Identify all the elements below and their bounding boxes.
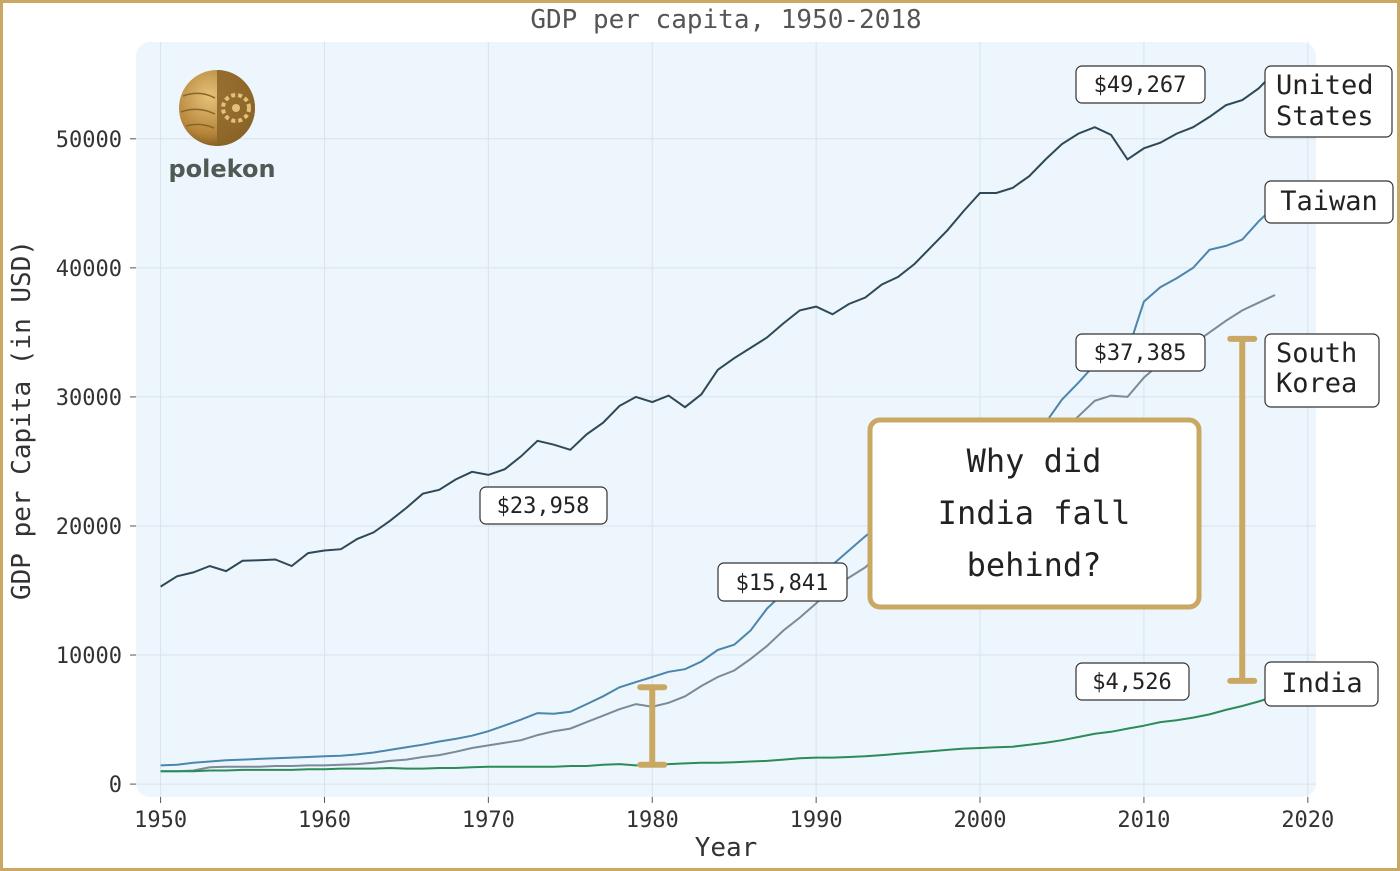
y-tick-label: 50000 xyxy=(56,128,122,153)
x-tick-label: 1950 xyxy=(134,808,187,833)
axes: 1950 1960 1970 1980 1990 2000 2010 2020 0 10000 20… xyxy=(56,128,1335,833)
x-tick-label: 2010 xyxy=(1117,808,1170,833)
series-label-line-1: United xyxy=(1276,70,1374,101)
value-label-text: $4,526 xyxy=(1092,670,1171,695)
value-label-us-1970: $23,958 xyxy=(479,486,608,525)
callout-line-3: behind? xyxy=(967,546,1102,584)
series-label-text: Taiwan xyxy=(1280,186,1378,217)
series-label-south-korea: South Korea xyxy=(1264,333,1380,408)
value-label-taiwan-2010: $37,385 xyxy=(1075,333,1206,372)
gap-markers xyxy=(637,335,1258,768)
series-label-united-states: United States xyxy=(1264,65,1393,138)
value-label-india-2010: $4,526 xyxy=(1075,662,1190,701)
series-label-india: India xyxy=(1264,661,1379,707)
series-line-south-korea xyxy=(160,294,1276,773)
series-line-united-states xyxy=(160,71,1276,588)
series-label-line-2: States xyxy=(1276,101,1374,132)
callout-line-1: Why did xyxy=(967,442,1102,480)
x-tick-label: 2000 xyxy=(954,808,1007,833)
y-tick-label: 20000 xyxy=(56,515,122,540)
series-label-text: India xyxy=(1281,668,1362,699)
chart-title: GDP per capita, 1950-2018 xyxy=(530,5,921,35)
x-tick-label: 1990 xyxy=(790,808,843,833)
callout-box: Why did India fall behind? xyxy=(867,417,1202,610)
polekon-logo: polekon xyxy=(168,70,276,183)
series-label-line-2: Korea xyxy=(1276,368,1357,399)
series-label-line-1: South xyxy=(1276,338,1357,369)
y-tick-label: 0 xyxy=(109,773,122,798)
x-tick-label: 1970 xyxy=(462,808,515,833)
series-line-india xyxy=(160,695,1276,773)
value-label-text: $49,267 xyxy=(1094,73,1187,98)
x-tick-label: 1980 xyxy=(626,808,679,833)
x-tick-label: 1960 xyxy=(298,808,351,833)
series-label-text: United States xyxy=(1276,70,1374,132)
y-axis-title: GDP per Capita (in USD) xyxy=(7,240,37,600)
value-label-us-2010: $49,267 xyxy=(1075,65,1206,104)
series-label-text: South Korea xyxy=(1276,338,1357,399)
value-label-taiwan-1990: $15,841 xyxy=(717,562,848,602)
x-tick-label: 2020 xyxy=(1281,808,1334,833)
y-tick-label: 10000 xyxy=(56,644,122,669)
y-tick-label: 40000 xyxy=(56,257,122,282)
x-axis-title: Year xyxy=(695,833,758,863)
logo-text: polekon xyxy=(168,155,275,183)
value-label-text: $15,841 xyxy=(736,571,829,596)
value-label-text: $23,958 xyxy=(497,494,590,519)
series-label-taiwan: Taiwan xyxy=(1264,180,1394,224)
gap-marker xyxy=(1227,335,1258,684)
value-label-text: $37,385 xyxy=(1094,341,1187,366)
gap-marker xyxy=(637,684,668,768)
callout-line-2: India fall xyxy=(938,494,1131,532)
y-tick-label: 30000 xyxy=(56,386,122,411)
